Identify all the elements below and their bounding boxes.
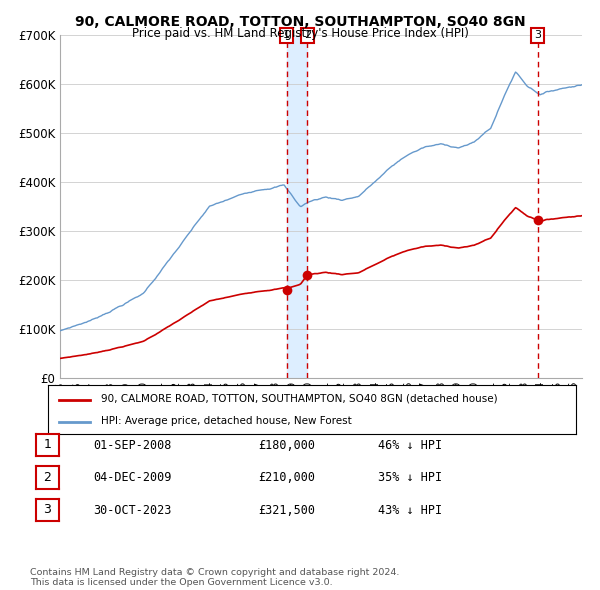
Text: 90, CALMORE ROAD, TOTTON, SOUTHAMPTON, SO40 8GN (detached house): 90, CALMORE ROAD, TOTTON, SOUTHAMPTON, S…: [101, 394, 497, 404]
Text: 90, CALMORE ROAD, TOTTON, SOUTHAMPTON, SO40 8GN: 90, CALMORE ROAD, TOTTON, SOUTHAMPTON, S…: [74, 15, 526, 29]
Text: HPI: Average price, detached house, New Forest: HPI: Average price, detached house, New …: [101, 415, 352, 425]
Text: 1: 1: [43, 438, 52, 451]
Text: 3: 3: [43, 503, 52, 516]
Text: £321,500: £321,500: [258, 504, 315, 517]
Text: 2: 2: [304, 31, 311, 40]
Text: 43% ↓ HPI: 43% ↓ HPI: [378, 504, 442, 517]
Text: 35% ↓ HPI: 35% ↓ HPI: [378, 471, 442, 484]
Text: 01-SEP-2008: 01-SEP-2008: [93, 439, 172, 452]
Text: £210,000: £210,000: [258, 471, 315, 484]
Text: This data is licensed under the Open Government Licence v3.0.: This data is licensed under the Open Gov…: [30, 578, 332, 587]
Text: 2: 2: [43, 471, 52, 484]
Text: 04-DEC-2009: 04-DEC-2009: [93, 471, 172, 484]
Text: 30-OCT-2023: 30-OCT-2023: [93, 504, 172, 517]
Bar: [287, 35, 307, 378]
Text: 46% ↓ HPI: 46% ↓ HPI: [378, 439, 442, 452]
Text: Contains HM Land Registry data © Crown copyright and database right 2024.: Contains HM Land Registry data © Crown c…: [30, 568, 400, 577]
Text: £180,000: £180,000: [258, 439, 315, 452]
Text: 3: 3: [534, 31, 541, 40]
Text: Price paid vs. HM Land Registry's House Price Index (HPI): Price paid vs. HM Land Registry's House …: [131, 27, 469, 40]
Text: 1: 1: [283, 31, 290, 40]
